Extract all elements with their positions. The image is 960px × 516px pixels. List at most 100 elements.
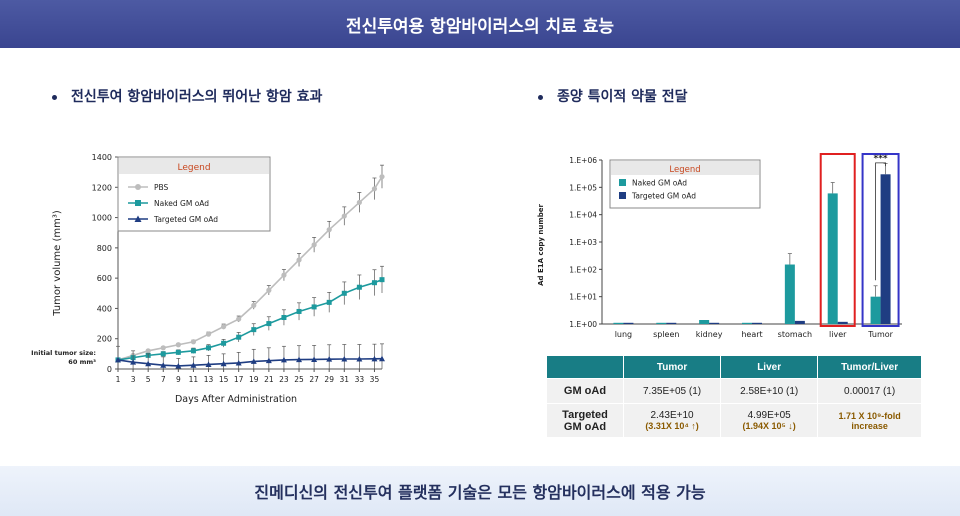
bar-x-tick-label: Tumor — [867, 330, 893, 339]
table-row: GM oAd 7.35E+05 (1) 2.58E+10 (1) 0.00017… — [546, 378, 922, 404]
bar — [656, 322, 667, 324]
bar-legend-label: Naked GM oAd — [632, 179, 687, 188]
data-point — [311, 304, 317, 310]
table-header-row: Tumor Liver Tumor/Liver — [546, 355, 922, 379]
y-tick-label: 400 — [97, 304, 112, 313]
footer-banner: 진메디신의 전신투여 플랫폼 기술은 모든 항암바이러스에 적용 가능 — [0, 466, 960, 516]
x-tick-label: 7 — [161, 375, 166, 384]
x-tick-label: 25 — [294, 375, 304, 384]
data-point — [175, 349, 181, 355]
page-header: 전신투여용 항암바이러스의 치료 효능 — [0, 0, 960, 48]
bar-x-tick-label: heart — [741, 330, 762, 339]
significance-bracket — [875, 162, 886, 281]
legend-marker — [134, 215, 142, 222]
data-point — [266, 287, 272, 293]
bar — [623, 322, 634, 324]
x-tick-label: 15 — [219, 375, 229, 384]
bar-x-tick-label: kidney — [696, 330, 723, 339]
cell-tumor-value: 2.43E+10 — [650, 410, 694, 421]
x-tick-label: 5 — [146, 375, 151, 384]
cell-liver: 2.58E+10 (1) — [720, 378, 819, 404]
x-tick-label: 23 — [279, 375, 289, 384]
x-tick-label: 17 — [234, 375, 244, 384]
cell-ratio-line1: 1.71 X 10⁹-fold — [838, 410, 901, 421]
bar-legend-label: Targeted GM oAd — [631, 192, 696, 201]
legend-label: Naked GM oAd — [154, 199, 209, 208]
data-point — [160, 345, 166, 351]
bar — [742, 322, 752, 324]
bar-x-tick-label: liver — [829, 330, 847, 339]
data-point — [371, 280, 377, 286]
cell-tumor: 7.35E+05 (1) — [622, 378, 722, 404]
bar-y-tick-label: 1.E+06 — [569, 156, 597, 165]
bar-y-tick-label: 1.E+00 — [569, 320, 597, 329]
data-point — [221, 324, 227, 330]
bar — [870, 296, 881, 324]
cell-ratio: 1.71 X 10⁹-fold increase — [817, 403, 922, 438]
data-point — [296, 308, 302, 314]
data-point — [379, 174, 385, 180]
data-point — [326, 356, 333, 362]
cell-tumor: 2.43E+10 (3.31X 10⁴ ↑) — [622, 403, 722, 438]
data-point — [160, 351, 166, 357]
x-tick-label: 35 — [370, 375, 380, 384]
significance-mark: *** — [874, 154, 888, 164]
data-point — [371, 186, 378, 192]
data-point — [190, 362, 197, 368]
x-tick-label: 13 — [204, 375, 214, 384]
row-label-line1: Targeted — [562, 408, 608, 421]
legend-title: Legend — [177, 163, 210, 173]
data-point — [236, 334, 242, 340]
data-point — [341, 213, 347, 219]
cell-ratio-line2: increase — [851, 420, 888, 431]
e1a-copy-bar-chart: 1.E+00 1.E+01 1.E+02 1.E+03 1.E+04 1.E+05 1.E+… — [537, 153, 902, 339]
cell-tumor-fold: (3.31X 10⁴ ↑) — [645, 421, 699, 431]
bar-legend-title: Legend — [669, 165, 700, 175]
x-tick-label: 9 — [176, 375, 181, 384]
cell-liver-value: 4.99E+05 — [747, 410, 791, 421]
bar — [880, 174, 891, 324]
legend-label: Targeted GM oAd — [153, 215, 218, 224]
bar-legend-swatch — [619, 179, 626, 186]
data-point — [190, 348, 196, 354]
data-point — [235, 359, 242, 366]
y-tick-label: 1000 — [92, 214, 112, 223]
data-point — [296, 257, 302, 263]
data-point — [160, 362, 167, 368]
data-point — [341, 356, 348, 362]
data-point — [115, 356, 121, 363]
data-point — [311, 242, 317, 248]
left-section-title: 전신투여 항암바이러스의 뛰어난 항암 효과 — [52, 86, 322, 106]
bar-legend-swatch — [619, 192, 626, 199]
x-tick-label: 1 — [116, 375, 121, 384]
data-point — [281, 272, 287, 278]
y-tick-label: 800 — [97, 244, 112, 253]
data-point — [341, 290, 347, 296]
y-tick-label: 0 — [107, 365, 112, 374]
data-point — [326, 299, 332, 305]
data-point — [379, 277, 385, 283]
bar-y-axis-label: Ad E1A copy number — [537, 204, 545, 286]
cell-ratio: 0.00017 (1) — [817, 378, 922, 404]
initial-size-label: Initial tumor size: — [31, 349, 96, 357]
y-axis-label: Tumor volume (mm³) — [52, 210, 63, 317]
data-point — [206, 345, 212, 351]
table-row: Targeted GM oAd 2.43E+10 (3.31X 10⁴ ↑) 4.9… — [546, 403, 922, 438]
bar — [699, 320, 710, 324]
data-point — [130, 359, 137, 365]
data-point — [281, 315, 287, 321]
legend-label: PBS — [154, 183, 169, 192]
right-section-title-text: 종양 특이적 약물 전달 — [557, 89, 688, 105]
data-point — [145, 348, 151, 354]
cell-liver: 4.99E+05 (1.94X 10⁵ ↓) — [720, 403, 819, 438]
bar — [752, 322, 762, 324]
row-label: Targeted GM oAd — [546, 403, 624, 438]
x-tick-label: 31 — [340, 375, 350, 384]
data-point — [280, 356, 287, 363]
bar-x-tick-label: spleen — [653, 330, 679, 339]
legend-marker — [135, 200, 141, 206]
bar — [666, 322, 677, 324]
x-tick-label: 33 — [355, 375, 365, 384]
data-point — [221, 340, 227, 346]
